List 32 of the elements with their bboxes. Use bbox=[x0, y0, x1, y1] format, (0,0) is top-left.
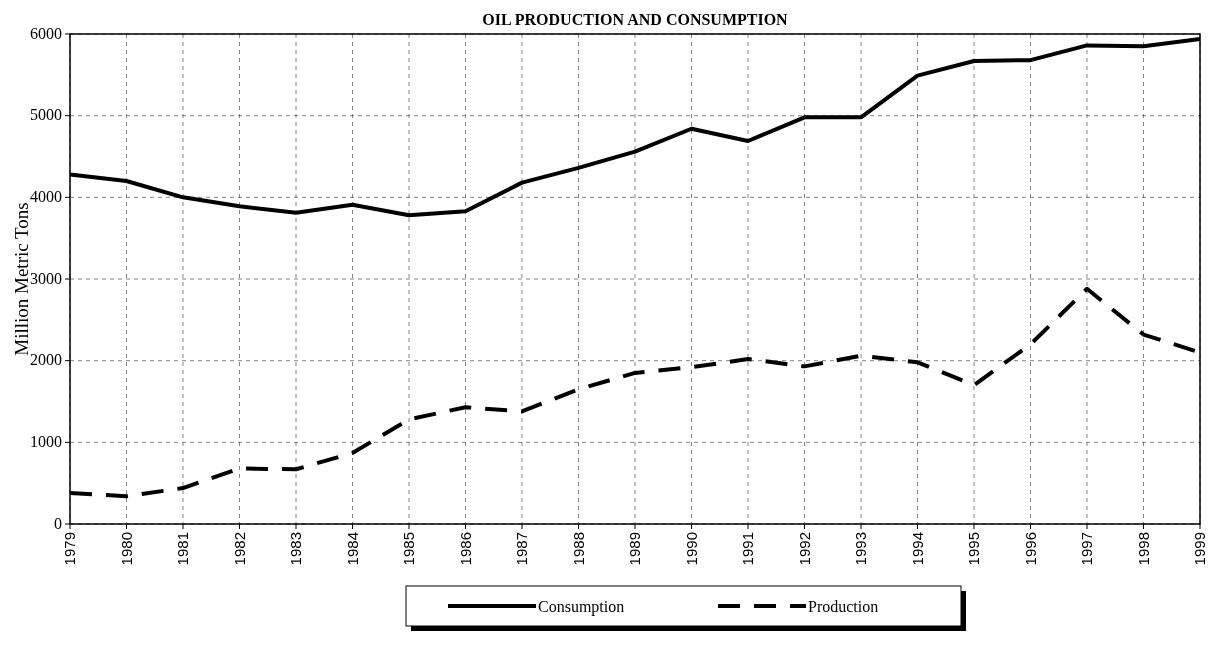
x-tick-label: 1994 bbox=[908, 532, 926, 566]
x-tick-label: 1995 bbox=[965, 532, 983, 566]
x-tick-label: 1987 bbox=[513, 532, 531, 566]
x-tick-label: 1982 bbox=[230, 532, 248, 566]
chart-title: OIL PRODUCTION AND CONSUMPTION bbox=[482, 11, 789, 28]
x-tick-label: 1979 bbox=[61, 532, 79, 566]
y-tick-label: 3000 bbox=[30, 269, 62, 287]
x-tick-label: 1999 bbox=[1191, 532, 1209, 566]
y-tick-label: 1000 bbox=[30, 433, 62, 451]
x-tick-label: 1993 bbox=[852, 532, 870, 566]
y-tick-label: 6000 bbox=[30, 24, 62, 42]
x-tick-label: 1992 bbox=[795, 532, 813, 566]
x-tick-label: 1988 bbox=[569, 532, 587, 566]
y-tick-label: 0 bbox=[54, 514, 62, 532]
x-tick-label: 1997 bbox=[1078, 532, 1096, 566]
x-tick-label: 1984 bbox=[343, 532, 361, 566]
x-tick-label: 1985 bbox=[400, 532, 418, 566]
x-tick-label: 1989 bbox=[626, 532, 644, 566]
y-tick-label: 2000 bbox=[30, 351, 62, 369]
text: Production bbox=[808, 597, 879, 615]
text: Consumption bbox=[538, 597, 625, 616]
x-tick-label: 1991 bbox=[739, 532, 757, 566]
x-tick-label: 1983 bbox=[287, 532, 305, 566]
y-tick-label: 5000 bbox=[30, 106, 62, 124]
x-tick-label: 1996 bbox=[1021, 532, 1039, 566]
y-axis-title: Million Metric Tons bbox=[11, 202, 32, 356]
x-tick-label: 1998 bbox=[1134, 532, 1152, 566]
x-tick-label: 1981 bbox=[174, 532, 192, 566]
x-tick-label: 1986 bbox=[456, 532, 474, 566]
y-tick-label: 4000 bbox=[30, 188, 62, 206]
x-tick-label: 1990 bbox=[682, 532, 700, 566]
x-tick-label: 1980 bbox=[117, 532, 135, 566]
